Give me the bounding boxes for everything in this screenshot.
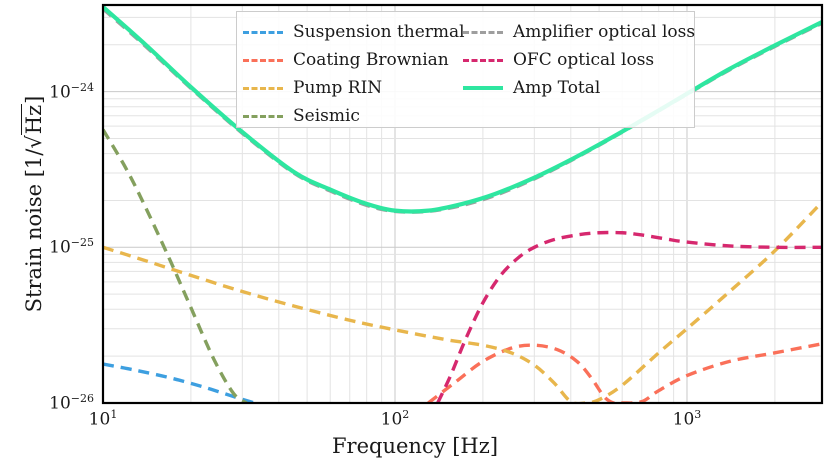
legend-column-left: Suspension thermal Coating Brownian Pump R… (243, 18, 465, 130)
legend-swatch-icon (463, 30, 503, 34)
legend-label: Suspension thermal (293, 22, 465, 42)
y-tick-label: 10−26 (49, 392, 94, 414)
series-line-pump-rin (103, 200, 822, 403)
legend-swatch-icon (463, 86, 503, 90)
x-axis-label: Frequency [Hz] (331, 434, 499, 458)
sqrt-symbol: √Hz (21, 103, 46, 149)
legend: Suspension thermal Coating Brownian Pump R… (236, 11, 695, 128)
series-line-ofc-optical-loss (436, 230, 822, 403)
x-tick-label: 102 (380, 408, 410, 430)
legend-swatch-icon (243, 86, 283, 90)
legend-entry: OFC optical loss (463, 46, 695, 74)
plot-spines (101, 3, 824, 405)
series-line-seismic (103, 128, 248, 403)
legend-swatch-icon (243, 114, 283, 118)
legend-label: Amp Total (513, 78, 601, 98)
legend-entry: Amplifier optical loss (463, 18, 695, 46)
y-axis-label: Strain noise [1/√Hz] (21, 4, 46, 404)
legend-label: Pump RIN (293, 78, 383, 98)
legend-swatch-icon (463, 58, 503, 62)
legend-swatch-icon (243, 58, 283, 62)
legend-column-right: Amplifier optical loss OFC optical loss Am… (463, 18, 695, 102)
legend-swatch-icon (243, 30, 283, 34)
legend-label: Amplifier optical loss (513, 22, 696, 42)
x-tick-label: 103 (672, 408, 702, 430)
legend-entry: Pump RIN (243, 74, 465, 102)
y-tick-label: 10−24 (49, 80, 94, 103)
legend-entry: Seismic (243, 102, 465, 130)
y-axis-label-prefix: Strain noise [1/ (22, 148, 46, 313)
legend-entry: Coating Brownian (243, 46, 465, 74)
legend-entry: Suspension thermal (243, 18, 465, 46)
legend-label: OFC optical loss (513, 50, 655, 70)
legend-label: Seismic (293, 106, 360, 126)
y-tick-label: 10−25 (49, 236, 94, 258)
legend-entry: Amp Total (463, 74, 695, 102)
legend-label: Coating Brownian (293, 50, 449, 70)
y-axis-label-radicand: Hz (21, 103, 46, 136)
x-tick-label: 101 (88, 408, 118, 430)
